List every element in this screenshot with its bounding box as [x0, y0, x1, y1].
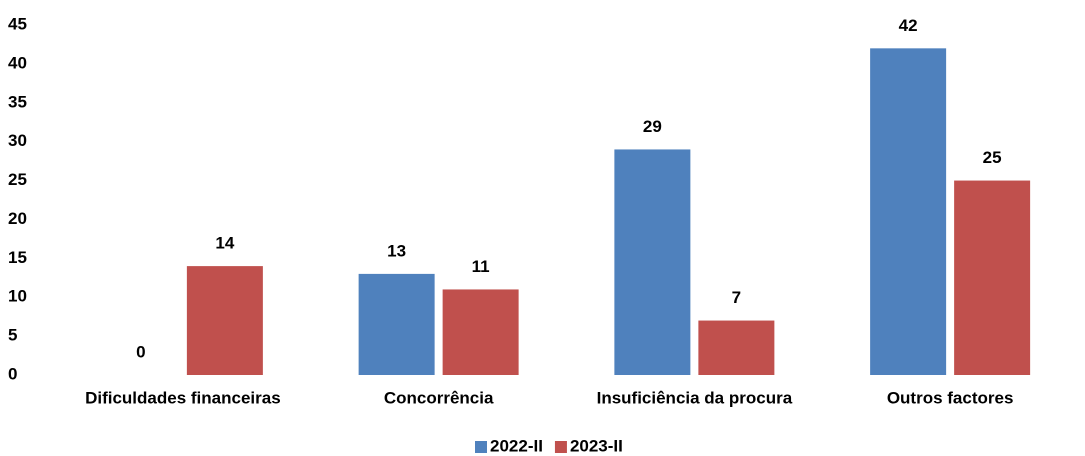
y-tick-label: 20: [8, 209, 27, 228]
bar: [186, 266, 263, 375]
bar: [870, 48, 947, 375]
bar: [698, 320, 775, 375]
legend-swatch: [475, 441, 487, 453]
data-label: 11: [472, 257, 490, 276]
data-label: 29: [643, 117, 662, 136]
legend-swatch: [554, 441, 567, 453]
data-label: 42: [899, 16, 918, 35]
data-label: 7: [732, 288, 741, 307]
legend-label: 2022-II: [490, 436, 543, 455]
bar: [442, 289, 519, 375]
y-tick-label: 40: [8, 53, 27, 72]
data-label: 13: [387, 241, 406, 260]
legend-label: 2023-II: [570, 436, 623, 455]
y-tick-label: 5: [8, 326, 17, 345]
y-tick-label: 30: [8, 131, 27, 150]
x-tick-label: Concorrência: [384, 388, 494, 407]
bar: [358, 273, 435, 375]
x-tick-label: Insuficiência da procura: [597, 388, 793, 407]
y-tick-label: 35: [8, 92, 27, 111]
y-tick-label: 0: [8, 364, 17, 383]
x-tick-label: Dificuldades financeiras: [85, 388, 281, 407]
y-tick-label: 25: [8, 170, 27, 189]
data-label: 14: [215, 234, 234, 253]
bar: [614, 149, 691, 375]
y-tick-label: 10: [8, 287, 27, 306]
data-label: 0: [136, 342, 145, 361]
y-tick-label: 15: [8, 248, 27, 267]
data-label: 25: [983, 148, 1002, 167]
x-tick-label: Outros factores: [887, 388, 1014, 407]
y-tick-label: 45: [8, 14, 27, 33]
bar: [954, 180, 1031, 375]
